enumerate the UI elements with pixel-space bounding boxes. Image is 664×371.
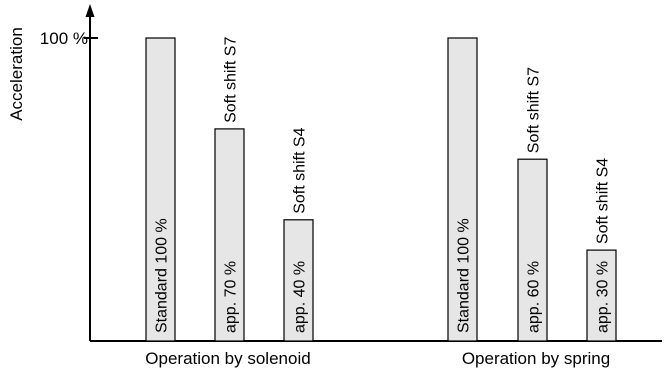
- axes: 100 % Acceleration: [7, 4, 662, 342]
- bar-value-label-0-1: app. 70 %: [223, 261, 240, 333]
- bar-1-1: [517, 158, 548, 342]
- bar-value-label-1-2: app. 30 %: [595, 261, 612, 333]
- bar-value-label-0-2: app. 40 %: [292, 261, 309, 333]
- bar-1-0: [447, 37, 478, 342]
- bar-annotation-1-1: Soft shift S7: [526, 67, 543, 153]
- bar-value-label-0-0: Standard 100 %: [154, 218, 171, 333]
- labels: Standard 100 % app. 70 % Soft shift S7 app.…: [145, 37, 611, 368]
- bar-annotation-1-2: Soft shift S4: [595, 158, 612, 244]
- bar-value-label-1-1: app. 60 %: [526, 261, 543, 333]
- bar-annotation-0-1: Soft shift S7: [223, 37, 240, 123]
- bars: [145, 37, 617, 342]
- bar-1-2: [586, 249, 617, 342]
- y-axis-arrowhead: [85, 4, 95, 17]
- bar-value-label-1-0: Standard 100 %: [456, 218, 473, 333]
- y-tick-label: 100 %: [40, 29, 88, 48]
- bar-0-2: [283, 219, 314, 342]
- bar-0-0: [145, 37, 176, 342]
- group-label-1: Operation by spring: [462, 349, 610, 368]
- group-label-0: Operation by solenoid: [145, 349, 310, 368]
- bar-annotation-0-2: Soft shift S4: [292, 127, 309, 213]
- y-axis-title: Acceleration: [7, 27, 26, 121]
- bar-0-1: [214, 128, 245, 342]
